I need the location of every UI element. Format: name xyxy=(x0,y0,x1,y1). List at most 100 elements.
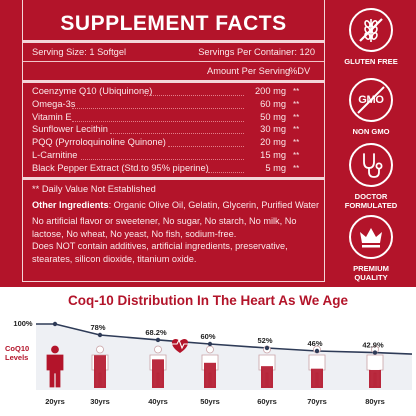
servings-per-container: Servings Per Container: 120 xyxy=(198,47,315,57)
dotted-leader xyxy=(72,107,244,109)
heartbeat-line xyxy=(172,338,188,350)
data-point xyxy=(155,337,161,343)
coq10-age-chart: 100% 20yrs 78% 30yrs 68.2% 40yrs 60% 50yrs 52% 60… xyxy=(5,319,413,406)
supplement-facts-box: SUPPLEMENT FACTS Serving Size: 1 Softgel… xyxy=(22,0,325,282)
y-axis-label: CoQ10 Levels xyxy=(5,344,29,362)
x-tick-label: 60yrs xyxy=(257,397,277,406)
dotted-leader xyxy=(81,159,244,160)
ingredient-name: Black Pepper Extract (Std.to 95% piperin… xyxy=(32,162,209,173)
divider xyxy=(23,80,324,83)
crown-icon xyxy=(349,215,393,259)
x-tick-label: 50yrs xyxy=(200,397,220,406)
ingredient-amount: 20 mg xyxy=(260,137,286,148)
ingredient-dv: ** xyxy=(293,99,300,109)
ingredient-name: PQQ (Pyrroloquinoline Quinone) xyxy=(32,137,166,148)
ingredient-dv: ** xyxy=(293,125,300,135)
ingredient-dv: ** xyxy=(293,138,300,148)
dotted-leader xyxy=(110,133,244,135)
ingredient-dv: ** xyxy=(293,163,300,173)
data-label: 100% xyxy=(13,319,33,328)
badge-label: PREMIUM QUALITY xyxy=(353,264,389,282)
no-additives-text: Does NOT contain additives, artificial i… xyxy=(32,241,288,264)
badge-label: DOCTOR FORMULATED xyxy=(344,192,398,210)
heart-icon xyxy=(171,339,189,353)
x-tick-label: 20yrs xyxy=(45,397,65,406)
person-level-fill xyxy=(152,359,164,388)
person-level-fill xyxy=(311,368,323,388)
daily-value-note: ** Daily Value Not Established xyxy=(32,184,156,194)
person-head xyxy=(154,345,162,354)
other-ingredients-text: : Organic Olive Oil, Gelatin, Glycerin, … xyxy=(108,200,320,210)
other-ingredients: Other Ingredients: Organic Olive Oil, Ge… xyxy=(32,199,320,212)
x-tick-label: 30yrs xyxy=(90,397,110,406)
ingredient-amount: 60 mg xyxy=(260,98,286,109)
x-tick-label: 40yrs xyxy=(148,397,168,406)
ingredient-amount: 50 mg xyxy=(260,111,286,122)
data-label: 60% xyxy=(200,332,215,341)
person-figure-icon xyxy=(46,345,64,388)
badge-gluten-free: GLUTEN FREE xyxy=(343,8,399,66)
person-level-fill xyxy=(204,362,216,388)
facts-title: SUPPLEMENT FACTS xyxy=(60,12,287,35)
badge-label: GLUTEN FREE xyxy=(344,57,398,66)
wheat-crossed-icon xyxy=(349,8,393,52)
data-point xyxy=(372,350,378,355)
data-label: 78% xyxy=(90,323,105,332)
ingredient-name: Sunflower Lecithin xyxy=(32,124,108,135)
dotted-leader xyxy=(168,146,244,148)
person-figure-icon xyxy=(91,345,109,388)
divider xyxy=(23,177,324,180)
dotted-leader xyxy=(72,120,244,122)
person-figure-icon xyxy=(308,345,326,388)
data-label: 46% xyxy=(307,339,322,348)
person-head xyxy=(51,345,59,354)
data-point xyxy=(314,348,320,354)
serving-size: Serving Size: 1 Softgel xyxy=(32,47,127,57)
person-figure-icon xyxy=(201,345,219,388)
badge-label: NON GMO xyxy=(352,127,390,136)
amount-header: Amount Per Serving xyxy=(207,66,291,76)
ingredient-name: Coenzyme Q10 (Ubiquinone) xyxy=(32,86,153,96)
ingredient-amount: 5 mg xyxy=(265,162,286,173)
person-figure-icon xyxy=(258,345,276,388)
chart-title: Coq-10 Distribution In The Heart As We A… xyxy=(67,293,349,308)
badge-non-gmo: GMO NON GMO xyxy=(343,78,399,136)
person-head xyxy=(206,345,214,354)
ingredient-amount: 200 mg xyxy=(254,86,286,96)
person-head xyxy=(96,345,104,354)
data-point xyxy=(264,345,270,351)
badge-premium-quality: PREMIUM QUALITY xyxy=(343,215,399,282)
person-level-fill xyxy=(94,355,106,388)
free-from-text: No artificial flavor or sweetener, No su… xyxy=(32,216,297,239)
ingredient-dv: ** xyxy=(293,87,300,96)
badge-doctor-formulated: DOCTOR FORMULATED xyxy=(343,143,399,210)
person-body xyxy=(46,354,64,388)
ingredient-name: Vitamin E xyxy=(32,111,72,122)
person-level-fill xyxy=(369,369,381,388)
other-ingredients-label: Other Ingredients xyxy=(32,200,109,210)
ingredient-amount: 15 mg xyxy=(260,150,286,160)
non-gmo-icon: GMO xyxy=(349,78,393,122)
person-figure-icon xyxy=(149,345,167,388)
stethoscope-icon xyxy=(349,143,393,187)
ingredient-amount: 30 mg xyxy=(260,124,286,135)
data-point xyxy=(97,332,103,338)
data-label: 52% xyxy=(257,336,272,345)
ingredient-dv: ** xyxy=(293,151,300,160)
x-tick-label: 80yrs xyxy=(365,397,385,406)
divider xyxy=(23,40,324,43)
data-label: 42.9% xyxy=(362,341,384,350)
x-tick-label: 70yrs xyxy=(307,397,327,406)
divider xyxy=(23,61,324,62)
dotted-leader xyxy=(208,171,244,173)
supplement-panel xyxy=(0,0,416,287)
ingredient-name: L-Carnitine xyxy=(32,150,78,160)
ingredient-name: Omega-3s xyxy=(32,98,76,109)
data-label: 68.2% xyxy=(145,328,167,337)
data-point xyxy=(207,341,213,347)
dv-header: %DV xyxy=(289,66,311,76)
ingredient-dv: ** xyxy=(293,112,300,122)
dotted-leader xyxy=(144,95,244,96)
data-point xyxy=(52,321,58,327)
person-level-fill xyxy=(261,366,273,388)
